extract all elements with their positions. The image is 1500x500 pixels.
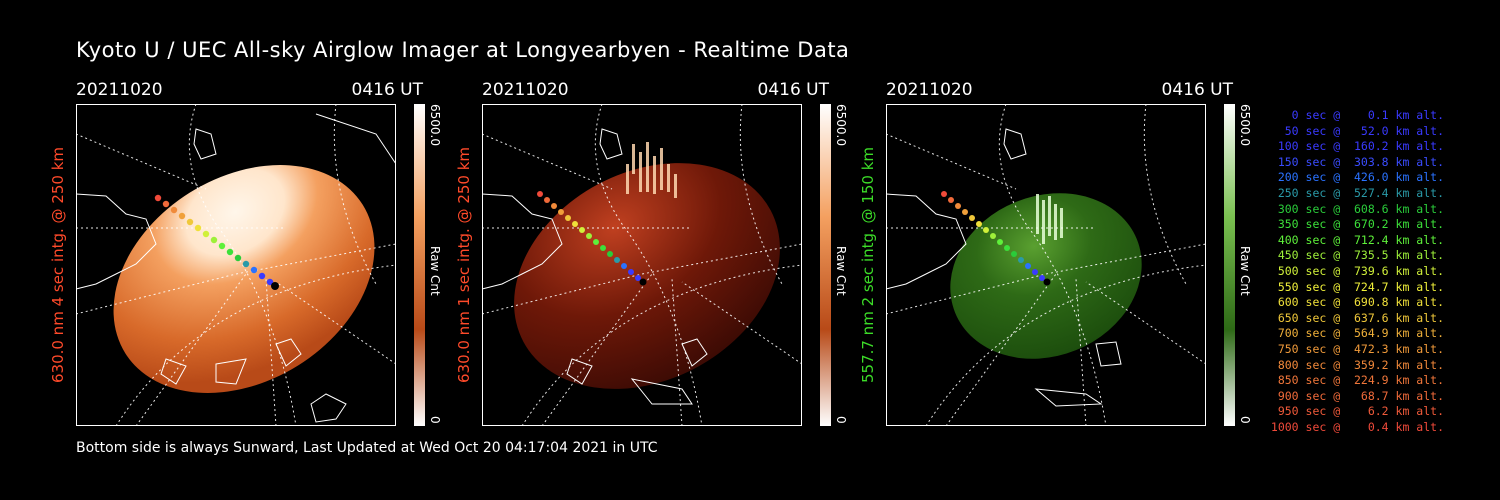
legend-row: 700 sec @ 564.9 km alt.	[1277, 326, 1444, 341]
panel-date: 20211020	[886, 80, 973, 100]
legend-row: 600 sec @ 690.8 km alt.	[1277, 295, 1444, 310]
colorbar-max: 6500.0	[834, 104, 848, 146]
allsky-image-1	[76, 104, 396, 426]
panel-1: 20211020 0416 UT 630.0 nm 4 sec intg. @ …	[49, 80, 442, 429]
colorbar-unit: Raw Cnt	[1238, 246, 1252, 296]
legend-row: 150 sec @ 303.8 km alt.	[1277, 154, 1444, 169]
panel-time: 0416 UT	[351, 80, 424, 100]
satellite-track-1	[154, 194, 279, 290]
panel-wavelength-label: 630.0 nm 4 sec intg. @ 250 km	[46, 104, 70, 426]
colorbar-max: 6500.0	[1238, 104, 1252, 146]
legend-row: 0 sec @ 0.1 km alt.	[1291, 108, 1444, 122]
panel-3: 20211020 0416 UT 557.7 nm 2 sec intg. @ …	[859, 80, 1252, 429]
legend-row: 1000 sec @ 0.4 km alt.	[1270, 419, 1444, 434]
legend-row: 850 sec @ 224.9 km alt.	[1277, 373, 1444, 388]
colorbar-min: 0	[1238, 416, 1252, 424]
allsky-image-3	[886, 104, 1206, 426]
colorbar-min: 0	[428, 416, 442, 424]
legend-row: 400 sec @ 712.4 km alt.	[1277, 232, 1444, 247]
colorbar-max: 6500.0	[428, 104, 442, 146]
colorbar-1	[414, 104, 425, 426]
legend-row: 900 sec @ 68.7 km alt.	[1277, 388, 1444, 403]
legend-row: 50 sec @ 52.0 km alt.	[1284, 123, 1444, 138]
colorbar-min: 0	[834, 416, 848, 424]
legend-row: 650 sec @ 637.6 km alt.	[1277, 310, 1444, 325]
legend-row: 100 sec @ 160.2 km alt.	[1277, 139, 1444, 154]
panel-wavelength-label: 630.0 nm 1 sec intg. @ 250 km	[452, 104, 476, 426]
colorbar-unit: Raw Cnt	[834, 246, 848, 296]
colorbar-3	[1224, 104, 1235, 426]
panel-time: 0416 UT	[1161, 80, 1234, 100]
legend-row: 200 sec @ 426.0 km alt.	[1277, 170, 1444, 185]
panel-date: 20211020	[76, 80, 163, 100]
legend-row: 250 sec @ 527.4 km alt.	[1277, 185, 1444, 200]
footer-note: Bottom side is always Sunward, Last Upda…	[76, 440, 658, 456]
legend-row: 800 sec @ 359.2 km alt.	[1277, 357, 1444, 372]
page-title: Kyoto U / UEC All-sky Airglow Imager at …	[76, 38, 850, 62]
satellite-track-2	[537, 191, 647, 286]
legend-row: 300 sec @ 608.6 km alt.	[1277, 201, 1444, 216]
legend-row: 750 sec @ 472.3 km alt.	[1277, 341, 1444, 356]
satellite-track-3	[941, 191, 1051, 286]
altitude-legend: 0 sec @ 0.1 km alt. 50 sec @ 52.0 km alt.…	[1268, 108, 1444, 435]
panel-wavelength-label: 557.7 nm 2 sec intg. @ 150 km	[856, 104, 880, 426]
colorbar-2	[820, 104, 831, 426]
panel-date: 20211020	[482, 80, 569, 100]
legend-row: 450 sec @ 735.5 km alt.	[1277, 248, 1444, 263]
vlabel-text: 557.7 nm 2 sec intg. @ 150 km	[859, 146, 877, 384]
legend-row: 950 sec @ 6.2 km alt.	[1277, 404, 1444, 419]
vlabel-text: 630.0 nm 4 sec intg. @ 250 km	[49, 146, 67, 384]
legend-row: 550 sec @ 724.7 km alt.	[1277, 279, 1444, 294]
vlabel-text: 630.0 nm 1 sec intg. @ 250 km	[455, 146, 473, 384]
panel-2: 20211020 0416 UT 630.0 nm 1 sec intg. @ …	[455, 80, 848, 429]
legend-row: 500 sec @ 739.6 km alt.	[1277, 263, 1444, 278]
legend-row: 350 sec @ 670.2 km alt.	[1277, 217, 1444, 232]
allsky-image-2	[482, 104, 802, 426]
colorbar-unit: Raw Cnt	[428, 246, 442, 296]
panel-time: 0416 UT	[757, 80, 830, 100]
